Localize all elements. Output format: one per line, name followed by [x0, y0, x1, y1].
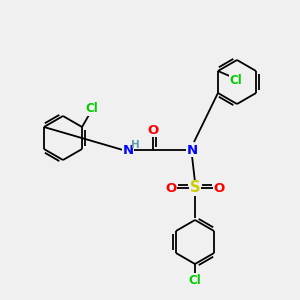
Text: O: O [147, 124, 159, 136]
Text: O: O [165, 182, 177, 194]
Text: O: O [213, 182, 225, 194]
Text: H: H [130, 140, 140, 150]
Text: Cl: Cl [189, 274, 201, 286]
Text: Cl: Cl [230, 74, 242, 86]
Text: Cl: Cl [86, 103, 98, 116]
Text: S: S [190, 181, 200, 196]
Text: N: N [122, 143, 134, 157]
Text: N: N [186, 143, 198, 157]
